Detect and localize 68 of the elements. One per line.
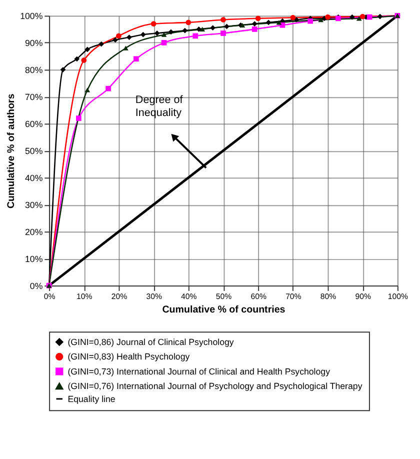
y-tick-label: 10% <box>25 254 43 264</box>
point <box>123 46 128 50</box>
point <box>220 30 226 36</box>
y-tick-label: 40% <box>25 173 43 184</box>
point <box>360 14 366 20</box>
point <box>161 40 167 46</box>
point <box>192 33 198 39</box>
x-tick-label: 80% <box>320 292 336 301</box>
point <box>116 33 122 39</box>
x-tick-label: 100% <box>388 292 408 301</box>
point <box>308 18 314 24</box>
point <box>252 21 258 26</box>
x-tick-label: 60% <box>250 292 266 301</box>
point <box>106 86 111 92</box>
x-tick-label: 30% <box>146 292 162 301</box>
point <box>325 14 330 20</box>
x-tick-label: 50% <box>216 292 232 301</box>
y-tick-label: 0% <box>30 280 43 291</box>
point <box>356 16 362 21</box>
point <box>161 32 167 37</box>
point <box>276 20 282 25</box>
point <box>182 28 188 34</box>
y-tick-label: 20% <box>25 227 43 238</box>
point <box>98 41 104 47</box>
point <box>74 56 80 62</box>
point <box>60 66 66 72</box>
x-tick-label: 20% <box>111 292 128 301</box>
legend-label: (GINI=0,86) Journal of Clinical Psychology <box>68 336 234 347</box>
y-tick-label: 80% <box>25 65 43 76</box>
point <box>81 58 87 63</box>
legend-label: (GINI=0,76) International Journal of Psychology and Psychological Therapy <box>68 381 363 392</box>
point <box>377 14 383 20</box>
point <box>318 17 324 22</box>
point <box>210 25 216 31</box>
point <box>168 29 174 35</box>
x-tick-label: 40% <box>181 292 197 301</box>
x-tick-label: 0% <box>44 292 56 301</box>
x-tick-label: 70% <box>286 292 302 301</box>
annotation: Degree of Inequality <box>135 94 184 119</box>
point <box>84 46 90 52</box>
point <box>140 32 146 38</box>
legend-label: Equality line <box>68 394 116 404</box>
y-tick-label: 30% <box>25 200 43 210</box>
x-axis-title: Cumulative % of countries <box>162 304 286 316</box>
y-tick-label: 60% <box>25 119 43 130</box>
x-tick-label: 10% <box>76 292 92 301</box>
point <box>290 14 296 20</box>
point <box>84 88 90 92</box>
point <box>255 16 261 22</box>
point <box>133 56 139 62</box>
legend-label: (GINI=0,83) Health Psychology <box>68 352 190 362</box>
point <box>126 34 132 40</box>
point <box>186 20 192 26</box>
point <box>76 116 82 121</box>
y-axis-title: Cumulative % of authors <box>6 93 18 209</box>
y-tick-label: 50% <box>25 146 43 156</box>
point <box>154 30 160 36</box>
legend-label: (GINI=0,73) International Journal of Clinical and Health Psychology <box>68 366 331 376</box>
point <box>150 21 156 26</box>
point <box>200 26 206 32</box>
point <box>349 14 355 20</box>
y-tick-label: 90% <box>25 38 43 48</box>
point <box>220 17 226 22</box>
point <box>252 26 258 32</box>
y-tick-label: 100% <box>20 11 43 22</box>
x-tick-label: 90% <box>355 292 371 301</box>
y-tick-label: 70% <box>25 92 43 102</box>
point <box>266 20 272 26</box>
